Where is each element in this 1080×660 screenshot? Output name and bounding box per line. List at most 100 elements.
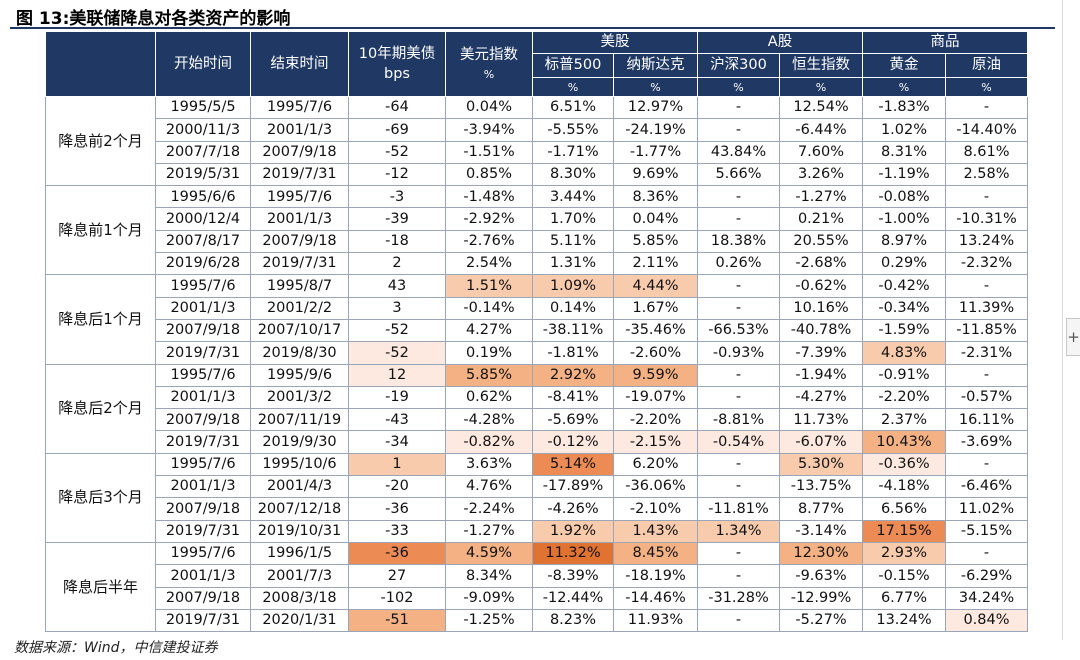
cell-sp500: 1.09% — [532, 274, 614, 298]
cell-sp500: -12.44% — [532, 586, 614, 610]
cell-csi300: - — [697, 363, 780, 387]
cell-hang-seng: 5.30% — [779, 452, 863, 477]
cell-dollar-index: 4.27% — [445, 318, 533, 343]
cell-start-date: 1995/7/6 — [155, 274, 251, 298]
cell-end-date: 2007/9/18 — [250, 140, 349, 164]
cell-ust-10y-bps: -18 — [348, 229, 446, 254]
cell-csi300: - — [697, 95, 780, 120]
cell-ust-10y-bps: -64 — [348, 95, 446, 120]
cell-crude-oil: -6.29% — [945, 564, 1028, 588]
table-row: 2019/7/31 2020/1/31 -51 -1.25% 8.23% 11.93% - -… — [46, 608, 1028, 633]
cell-end-date: 2019/10/31 — [250, 519, 349, 543]
header-dxy: 美元指数 % — [445, 31, 533, 97]
cell-dollar-index: 8.34% — [445, 564, 533, 588]
figure-title: 图 13:美联储降息对各类资产的影响 — [16, 9, 291, 29]
cell-gold: -2.20% — [862, 385, 946, 410]
cell-dollar-index: 2.54% — [445, 252, 533, 276]
cell-nasdaq: 9.69% — [613, 162, 698, 187]
cell-nasdaq: -2.10% — [613, 497, 698, 521]
cell-start-date: 1995/7/6 — [155, 363, 251, 387]
cell-sp500: 1.31% — [532, 252, 614, 276]
cell-dollar-index: -4.28% — [445, 408, 533, 432]
cell-crude-oil: -6.46% — [945, 475, 1028, 499]
cell-start-date: 2019/7/31 — [155, 519, 251, 543]
header-start: 开始时间 — [155, 31, 251, 97]
cell-ust-10y-bps: -34 — [348, 430, 446, 454]
cell-start-date: 2000/12/4 — [155, 207, 251, 231]
cell-nasdaq: 12.97% — [613, 95, 698, 120]
cell-hang-seng: -1.94% — [779, 363, 863, 387]
cell-crude-oil: - — [945, 274, 1028, 298]
cell-gold: 6.56% — [862, 497, 946, 521]
cell-dollar-index: -1.25% — [445, 608, 533, 633]
cell-end-date: 2019/8/30 — [250, 341, 349, 365]
cell-csi300: - — [697, 608, 780, 633]
header-group-us: 美股 — [532, 31, 698, 54]
table-row: 2007/7/18 2007/9/18 -52 -1.51% -1.71% -1.77% 4… — [46, 140, 1028, 164]
header-dxy-name: 美元指数 — [460, 46, 518, 63]
period-label: 降息后3个月 — [45, 452, 156, 543]
cell-hang-seng: -6.44% — [779, 118, 863, 142]
cell-nasdaq: 4.44% — [613, 274, 698, 298]
header-end: 结束时间 — [250, 31, 349, 97]
cell-csi300: 18.38% — [697, 229, 780, 254]
cell-hang-seng: -40.78% — [779, 318, 863, 343]
cell-crude-oil: 0.84% — [945, 608, 1028, 633]
cell-nasdaq: 1.43% — [613, 519, 698, 543]
cell-nasdaq: 11.93% — [613, 608, 698, 633]
cell-sp500: -5.69% — [532, 408, 614, 432]
header-unit: % — [945, 77, 1028, 97]
cell-end-date: 1995/7/6 — [250, 95, 349, 120]
cell-crude-oil: 11.39% — [945, 296, 1028, 320]
cell-ust-10y-bps: 2 — [348, 252, 446, 276]
cell-dollar-index: 4.76% — [445, 475, 533, 499]
cell-nasdaq: 8.36% — [613, 185, 698, 209]
cell-gold: -1.19% — [862, 162, 946, 187]
cell-crude-oil: -10.31% — [945, 207, 1028, 231]
header-corner — [45, 31, 156, 97]
cell-gold: -4.18% — [862, 475, 946, 499]
cell-gold: 2.93% — [862, 541, 946, 566]
table-row: 2019/6/28 2019/7/31 2 2.54% 1.31% 2.11% 0.26% -… — [46, 252, 1028, 276]
cell-hang-seng: 12.30% — [779, 541, 863, 566]
table-row: 2007/9/18 2007/11/19 -43 -4.28% -5.69% -2.20%… — [46, 408, 1028, 432]
expand-tab[interactable]: + — [1066, 318, 1080, 356]
title-rule — [10, 27, 1055, 29]
cell-dollar-index: -1.27% — [445, 519, 533, 543]
header-unit: % — [532, 77, 614, 97]
table-row: 2007/9/18 2007/12/18 -36 -2.24% -4.26% -2.10%… — [46, 497, 1028, 521]
cell-end-date: 2007/10/17 — [250, 318, 349, 343]
header-unit: % — [613, 77, 698, 97]
cell-hang-seng: -4.27% — [779, 385, 863, 410]
cell-nasdaq: 9.59% — [613, 363, 698, 387]
cell-hang-seng: -1.27% — [779, 185, 863, 209]
cell-csi300: -11.81% — [697, 497, 780, 521]
cell-end-date: 2001/7/3 — [250, 564, 349, 588]
cell-csi300: 5.66% — [697, 162, 780, 187]
cell-hang-seng: -0.62% — [779, 274, 863, 298]
header-unit: % — [779, 77, 863, 97]
cell-sp500: 11.32% — [532, 541, 614, 566]
cell-start-date: 2019/7/31 — [155, 608, 251, 633]
cell-ust-10y-bps: 1 — [348, 452, 446, 477]
period-label: 降息后1个月 — [45, 274, 156, 365]
cell-ust-10y-bps: -52 — [348, 318, 446, 343]
table-row: 降息后半年 1995/7/6 1996/1/5 -36 4.59% 11.32% 8.45%… — [45, 541, 1028, 633]
cell-crude-oil: - — [945, 95, 1028, 120]
cell-sp500: 5.11% — [532, 229, 614, 254]
cell-hang-seng: 10.16% — [779, 296, 863, 320]
cell-gold: -0.91% — [862, 363, 946, 387]
cell-start-date: 1995/6/6 — [155, 185, 251, 209]
cell-start-date: 2019/6/28 — [155, 252, 251, 276]
cell-end-date: 2007/11/19 — [250, 408, 349, 432]
cell-crude-oil: -11.85% — [945, 318, 1028, 343]
cell-hang-seng: 12.54% — [779, 95, 863, 120]
cell-ust-10y-bps: 27 — [348, 564, 446, 588]
cell-crude-oil: 11.02% — [945, 497, 1028, 521]
cell-ust-10y-bps: 12 — [348, 363, 446, 387]
cell-gold: 0.29% — [862, 252, 946, 276]
cell-crude-oil: -3.69% — [945, 430, 1028, 454]
cell-gold: 1.02% — [862, 118, 946, 142]
cell-nasdaq: -2.15% — [613, 430, 698, 454]
cell-hang-seng: 11.73% — [779, 408, 863, 432]
